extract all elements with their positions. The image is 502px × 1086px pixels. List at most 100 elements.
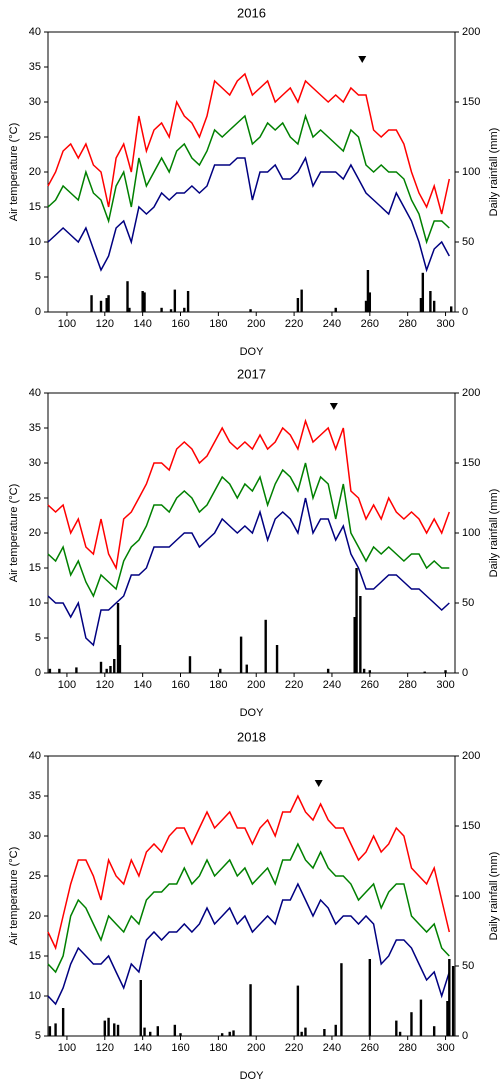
rainfall-bar — [239, 636, 243, 673]
x-tick-label: 160 — [171, 318, 189, 330]
y-tick-label: 15 — [29, 562, 41, 574]
rainfall-bar — [448, 959, 451, 1036]
rainfall-bar — [419, 298, 423, 312]
y-tick-label: 40 — [29, 750, 41, 762]
x-tick-label: 280 — [398, 1042, 416, 1054]
rainfall-bar — [366, 270, 370, 312]
rainfall-bar — [334, 307, 337, 312]
y-tick-label: 40 — [29, 26, 41, 38]
y-tick-label: 25 — [29, 492, 41, 504]
rainfall-bar — [183, 307, 186, 312]
y-tick-label: 20 — [29, 166, 41, 178]
rainfall-bar — [300, 1031, 303, 1036]
y2-tick-label: 150 — [462, 820, 480, 832]
rainfall-bar — [75, 667, 78, 673]
rainfall-bar — [105, 298, 108, 312]
rainfall-bar — [450, 306, 453, 312]
rainfall-bar — [103, 1020, 106, 1036]
rainfall-bar — [143, 292, 146, 312]
x-tick-label: 120 — [96, 1042, 114, 1054]
x-tick-label: 260 — [361, 318, 379, 330]
x-tick-label: 140 — [133, 679, 151, 691]
rainfall-bar — [116, 1024, 120, 1036]
y-tick-label: 35 — [29, 61, 41, 73]
x-tick-label: 300 — [436, 1042, 454, 1054]
rainfall-bar — [107, 295, 110, 312]
rainfall-bar — [398, 1031, 402, 1036]
x-tick-label: 180 — [209, 318, 227, 330]
marker-triangle — [329, 403, 338, 410]
rainfall-bar — [249, 984, 252, 1036]
y-tick-label: 15 — [29, 201, 41, 213]
x-tick-label: 180 — [209, 1042, 227, 1054]
y-tick-label: 0 — [35, 306, 41, 318]
rainfall-bar — [362, 668, 366, 673]
chart-title: 2018 — [237, 729, 266, 744]
y-tick-label: 10 — [29, 990, 41, 1002]
y-tick-label: 5 — [35, 632, 41, 644]
rainfall-bar — [128, 307, 131, 312]
rainfall-bar — [359, 596, 362, 673]
y2-tick-label: 0 — [462, 306, 468, 318]
rainfall-bar — [105, 668, 108, 673]
rainfall-bar — [173, 289, 177, 312]
x-tick-label: 100 — [58, 318, 76, 330]
rainfall-bar — [99, 661, 103, 673]
rainfall-bar — [99, 300, 103, 312]
temperature-line — [47, 72, 451, 215]
y-tick-label: 10 — [29, 236, 41, 248]
rainfall-bar — [232, 1030, 235, 1036]
rainfall-bar — [228, 1031, 231, 1036]
y2-tick-label: 50 — [462, 960, 474, 972]
y-tick-label: 30 — [29, 830, 41, 842]
rainfall-bar — [169, 309, 173, 312]
rainfall-bar — [368, 670, 372, 673]
rainfall-bar — [149, 1031, 152, 1036]
rainfall-bar — [107, 1017, 110, 1036]
rainfall-bar — [143, 1027, 146, 1036]
x-tick-label: 140 — [133, 318, 151, 330]
temperature-line — [47, 842, 450, 974]
rainfall-bar — [296, 985, 300, 1036]
x-tick-label: 220 — [285, 679, 303, 691]
temperature-line — [47, 497, 450, 647]
rainfall-bar — [340, 963, 343, 1036]
rainfall-bar — [58, 668, 61, 673]
rainfall-bar — [355, 568, 358, 673]
rainfall-bar — [353, 617, 356, 673]
y2-tick-label: 100 — [462, 890, 480, 902]
marker-triangle — [358, 56, 367, 63]
rainfall-bar — [186, 291, 190, 312]
y2-tick-label: 150 — [462, 96, 480, 108]
x-tick-label: 200 — [247, 679, 265, 691]
rainfall-bar — [264, 619, 267, 673]
x-tick-label: 120 — [96, 679, 114, 691]
y2-tick-label: 150 — [462, 457, 480, 469]
rainfall-bar — [219, 668, 222, 673]
x-tick-label: 240 — [323, 1042, 341, 1054]
rainfall-bar — [139, 980, 142, 1036]
rainfall-bar — [245, 664, 248, 673]
x-tick-label: 200 — [247, 1042, 265, 1054]
rainfall-bar — [368, 959, 372, 1036]
y2-tick-label: 200 — [462, 387, 480, 399]
rainfall-bar — [432, 1026, 436, 1036]
rainfall-bar — [113, 1023, 116, 1036]
y2-tick-label: 50 — [462, 597, 474, 609]
x-tick-label: 160 — [171, 679, 189, 691]
rainfall-bar — [444, 670, 447, 673]
x-tick-label: 300 — [436, 318, 454, 330]
rainfall-bar — [179, 1033, 182, 1036]
y2-tick-label: 200 — [462, 750, 480, 762]
rainfall-bar — [141, 291, 144, 312]
y-tick-label: 5 — [35, 1030, 41, 1042]
temperature-line — [47, 418, 451, 571]
rainfall-bar — [156, 1026, 159, 1036]
rainfall-bar — [118, 645, 122, 673]
rainfall-bar — [54, 1023, 57, 1036]
rainfall-bar — [364, 300, 368, 312]
rainfall-bar — [48, 668, 52, 673]
rainfall-bar — [61, 1008, 65, 1036]
x-axis-label: DOY — [240, 707, 265, 719]
y-axis-label: Air temperature (°C) — [8, 484, 20, 583]
